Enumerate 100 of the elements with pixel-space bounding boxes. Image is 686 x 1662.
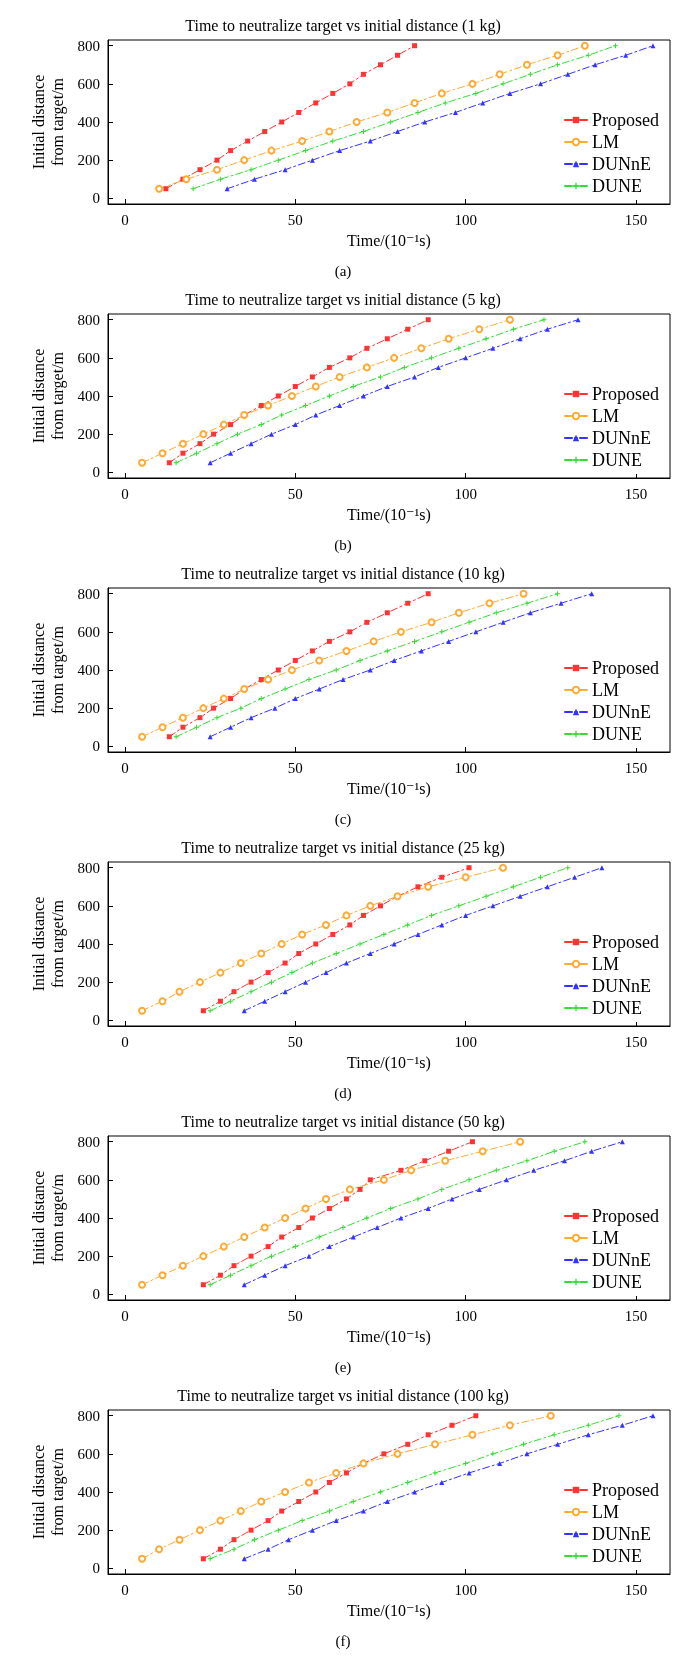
point [360,71,366,77]
point [439,629,445,635]
point [425,591,431,597]
point [199,1252,208,1261]
point [260,1223,269,1232]
point [505,315,514,324]
point [572,874,578,880]
point [337,403,343,409]
point [326,1508,332,1514]
point [377,903,383,909]
point [306,677,312,683]
point [350,383,356,389]
point [248,167,254,173]
point [268,1253,274,1259]
point [262,1272,268,1278]
point [439,1479,445,1485]
point [485,599,494,608]
x-tick-label: 50 [287,485,303,502]
point [234,431,240,437]
point [561,1158,567,1164]
point [412,638,418,644]
x-tick-label: 100 [454,1307,477,1324]
point [216,968,225,977]
point [289,970,295,976]
point [158,1271,167,1280]
point [345,1185,354,1194]
point [245,138,251,144]
chart-title: Time to neutralize target vs initial distance (1 kg) [185,16,501,35]
y-tick-label: 400 [77,662,100,678]
y-tick-label: 200 [77,1522,100,1539]
point [342,911,351,920]
y-tick-label: 600 [77,897,100,914]
point [214,441,220,447]
point [504,1177,510,1183]
legend-label: LM [592,954,619,974]
point [555,591,561,597]
point [282,1263,288,1269]
point [493,1167,499,1173]
point [155,1545,164,1554]
point [466,619,472,625]
point [415,931,421,937]
point [342,646,351,655]
point [461,873,470,882]
point [303,979,309,985]
x-tick-label: 100 [454,759,477,776]
point [292,422,298,428]
y-tick-label: 800 [77,311,100,328]
x-tick-label: 150 [624,1581,648,1598]
point [384,1499,390,1505]
legend-label: DUNnE [592,1524,651,1544]
point [240,1233,249,1242]
legend-label: Proposed [592,1480,659,1500]
legend-label: LM [592,132,619,152]
y-axis-title: Initial distance from target/m [29,622,67,718]
point [393,1449,402,1458]
point [442,100,448,106]
point [287,666,296,674]
point [275,157,281,163]
y-tick-label: 0 [92,464,100,481]
point [384,648,390,654]
point [415,109,421,115]
point [138,1280,147,1289]
point [391,941,397,947]
point [258,403,264,409]
y-tick-label: 800 [77,585,100,602]
y-tick-label: 0 [92,1012,100,1029]
point [369,637,378,646]
point [398,1167,404,1173]
legend-label: DUNE [592,176,642,196]
point [476,1186,482,1192]
point [292,1244,298,1250]
y-tick-label: 600 [77,623,100,640]
point [309,648,315,654]
point [258,677,264,683]
point [268,431,274,437]
point [303,148,309,154]
point [197,715,203,721]
point [195,978,204,987]
point [422,119,428,125]
point [551,1148,557,1154]
point [257,1497,266,1506]
y-tick-label: 800 [77,1407,100,1424]
point [347,922,353,928]
point [279,119,285,125]
point [582,1139,588,1145]
point [410,98,419,107]
point [347,81,353,87]
point [335,372,344,381]
x-tick-label: 100 [454,1581,477,1598]
point [248,1263,254,1269]
point [495,70,504,79]
point [468,79,477,88]
point [424,882,433,891]
x-tick-label: 50 [287,1033,303,1050]
y-tick-label: 400 [77,1484,100,1500]
point [367,951,373,957]
legend-label: DUNnE [592,154,651,174]
point [228,450,234,456]
point [138,458,147,467]
point [544,326,550,332]
